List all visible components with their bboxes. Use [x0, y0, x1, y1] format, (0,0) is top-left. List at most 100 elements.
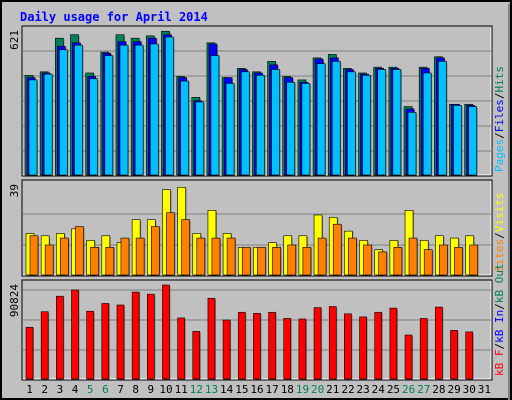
x-tick-label-day-20: 20 — [311, 383, 324, 396]
volume-legend-kb-f: kB F — [493, 350, 506, 377]
sites-bar-day-9 — [150, 226, 160, 276]
x-tick-label-day-5: 5 — [87, 383, 94, 396]
x-tick-label-day-13: 13 — [205, 383, 218, 396]
sites-bar-day-5 — [90, 247, 99, 276]
traffic-legend-files: Files — [493, 99, 506, 132]
x-tick-label-day-12: 12 — [190, 383, 203, 396]
x-tick-label-day-4: 4 — [72, 383, 79, 396]
x-tick-label-day-24: 24 — [372, 383, 386, 396]
sites-bar-day-30 — [469, 244, 478, 276]
kbytes-bar-day-18 — [283, 318, 292, 380]
x-tick-label-day-8: 8 — [132, 383, 139, 396]
volume-legend: kB F/kB In/kB Out — [493, 263, 506, 376]
pages-bar-day-24 — [377, 69, 387, 176]
kbytes-bar-day-25 — [389, 307, 398, 380]
traffic-legend-hits: Hits — [493, 66, 506, 93]
frame-shadow — [508, 4, 510, 400]
pages-bar-day-14 — [225, 83, 235, 176]
kbytes-bar-day-15 — [237, 311, 246, 380]
sites-bar-day-17 — [272, 247, 281, 276]
sites-bar-day-22 — [348, 237, 357, 276]
sites-bar-day-16 — [257, 247, 266, 276]
volume-legend-separator: / — [493, 343, 506, 350]
x-tick-label-day-7: 7 — [117, 383, 124, 396]
sites-bar-day-26 — [408, 237, 418, 276]
sites-bar-day-29 — [454, 247, 463, 276]
kbytes-bar-day-8 — [131, 291, 140, 380]
kbytes-bar-day-21 — [328, 306, 337, 380]
visitors-legend-separator: / — [493, 232, 506, 239]
pages-bar-day-13 — [210, 55, 220, 176]
kbytes-bar-day-12 — [192, 331, 201, 380]
visitors-legend: Sites/Visits — [493, 193, 506, 273]
kbytes-bar-day-5 — [86, 310, 94, 380]
x-tick-label-day-19: 19 — [296, 383, 309, 396]
kbytes-bar-day-19 — [298, 318, 307, 380]
volume-y-max-label: 90824 — [8, 284, 21, 317]
pages-bar-day-26 — [407, 112, 417, 176]
sites-bar-day-8 — [135, 237, 145, 276]
traffic-legend: Pages/Files/Hits — [493, 66, 506, 172]
kbytes-bar-day-17 — [268, 311, 276, 380]
x-tick-label-day-9: 9 — [148, 383, 155, 396]
x-axis: 1 2 3 4 5 6 7 8 9 10 11 12 13 14 15 16 17 18 19 20 21 22 23 24 2… — [26, 383, 491, 396]
pages-bar-day-28 — [438, 61, 447, 176]
pages-bar-day-27 — [422, 72, 432, 176]
kbytes-bar-day-22 — [344, 313, 352, 380]
kbytes-bar-day-11 — [177, 317, 185, 380]
pages-bar-day-2 — [43, 73, 53, 176]
traffic-legend-pages: Pages — [493, 139, 506, 172]
pages-bar-day-11 — [180, 80, 189, 176]
sites-bar-day-13 — [211, 237, 221, 276]
pages-bar-day-29 — [453, 105, 462, 176]
visitors-legend-sites: Sites — [493, 239, 506, 272]
sites-bar-day-6 — [105, 247, 115, 276]
pages-bar-day-12 — [195, 101, 205, 176]
pages-bar-day-1 — [28, 79, 38, 176]
x-tick-label-day-2: 2 — [41, 383, 48, 396]
sites-bar-day-20 — [317, 237, 327, 276]
x-tick-label-day-18: 18 — [281, 383, 294, 396]
kbytes-bar-day-27 — [419, 318, 428, 380]
panel-visitors: 39 Sites/Visits — [8, 179, 506, 277]
sites-bar-day-19 — [302, 247, 312, 276]
x-tick-label-day-10: 10 — [159, 383, 172, 396]
kbytes-bar-day-6 — [101, 303, 110, 380]
sites-bar-day-2 — [44, 244, 54, 276]
sites-bar-day-24 — [378, 251, 388, 276]
x-tick-label-day-27: 27 — [417, 383, 430, 396]
x-tick-label-day-15: 15 — [235, 383, 248, 396]
kbytes-bar-day-26 — [404, 334, 413, 380]
kbytes-bar-day-14 — [222, 319, 231, 380]
x-tick-label-day-1: 1 — [26, 383, 33, 396]
x-tick-label-day-14: 14 — [220, 383, 234, 396]
kbytes-bar-day-16 — [253, 312, 261, 380]
x-tick-label-day-17: 17 — [266, 383, 279, 396]
sites-bar-day-12 — [196, 237, 206, 276]
x-tick-label-day-16: 16 — [250, 383, 263, 396]
x-tick-label-day-29: 29 — [447, 383, 460, 396]
kbytes-bar-day-9 — [146, 293, 155, 380]
pages-bar-day-9 — [149, 43, 159, 176]
sites-bar-day-18 — [287, 244, 297, 276]
pages-bar-day-30 — [468, 106, 477, 176]
sites-bar-day-10 — [166, 212, 175, 276]
visitors-legend-visits: Visits — [493, 193, 506, 233]
traffic-legend-separator: / — [493, 93, 506, 100]
kbytes-bar-day-2 — [40, 311, 49, 380]
sites-bar-day-21 — [332, 223, 342, 276]
x-tick-label-day-28: 28 — [432, 383, 445, 396]
x-tick-label-day-26: 26 — [402, 383, 415, 396]
x-tick-label-day-11: 11 — [175, 383, 188, 396]
x-tick-label-day-31: 31 — [478, 383, 491, 396]
volume-legend-separator: / — [493, 303, 506, 310]
pages-bar-day-25 — [392, 69, 402, 176]
pages-bar-day-21 — [331, 61, 341, 176]
pages-bar-day-22 — [347, 71, 356, 176]
volume-legend-kb-in: kB In — [493, 310, 506, 343]
traffic-y-max-label: 621 — [8, 30, 21, 50]
sites-bar-day-28 — [439, 244, 448, 276]
pages-bar-day-3 — [59, 49, 68, 176]
kbytes-bar-day-23 — [359, 316, 367, 380]
